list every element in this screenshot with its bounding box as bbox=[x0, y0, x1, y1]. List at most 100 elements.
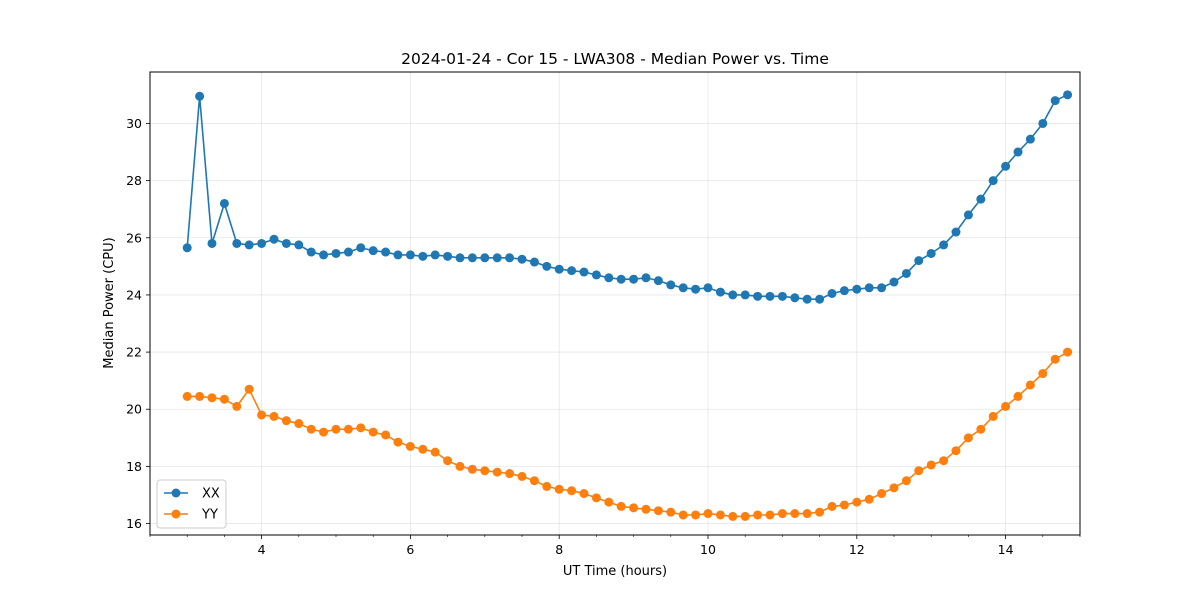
series-xx-point bbox=[244, 240, 254, 250]
series-yy-point bbox=[455, 461, 465, 471]
series-xx-point bbox=[517, 254, 527, 264]
series-yy-point bbox=[505, 469, 515, 479]
x-tick-label: 4 bbox=[258, 542, 266, 557]
series-yy-point bbox=[641, 504, 651, 514]
series-xx-point bbox=[666, 280, 676, 290]
series-xx-point bbox=[877, 283, 887, 293]
series-xx-point bbox=[195, 91, 205, 101]
series-yy-point bbox=[988, 411, 998, 421]
series-yy-point bbox=[381, 430, 391, 440]
series-yy-point bbox=[889, 483, 899, 493]
series-xx-point bbox=[1013, 147, 1023, 157]
series-xx-point bbox=[505, 253, 515, 263]
series-xx-point bbox=[455, 253, 465, 263]
series-xx-point bbox=[492, 253, 502, 263]
series-yy-point bbox=[356, 423, 366, 433]
series-yy-point bbox=[815, 507, 825, 517]
series-yy-point bbox=[976, 424, 986, 434]
series-xx-point bbox=[480, 253, 490, 263]
series-yy-point bbox=[1025, 380, 1035, 390]
series-xx-point bbox=[802, 294, 812, 304]
series-xx-point bbox=[182, 243, 192, 253]
series-yy-line bbox=[187, 351, 1068, 518]
series-yy-point bbox=[1038, 369, 1048, 379]
series-yy-point bbox=[728, 511, 738, 521]
series-xx-point bbox=[430, 250, 440, 260]
series-xx-point bbox=[889, 277, 899, 287]
series-yy-point bbox=[1050, 354, 1060, 364]
series-xx-point bbox=[443, 251, 453, 261]
series-yy-point bbox=[306, 424, 316, 434]
series-xx-point bbox=[232, 238, 242, 248]
series-yy-point bbox=[567, 486, 577, 496]
y-axis-ticks: 16 18 20 22 24 26 28 30 bbox=[126, 116, 150, 531]
series-yy-point bbox=[368, 427, 378, 437]
series-xx-point bbox=[579, 267, 589, 277]
series-yy-point bbox=[257, 410, 267, 420]
series-xx-point bbox=[728, 290, 738, 300]
series-yy-point bbox=[492, 467, 502, 477]
series-xx-point bbox=[1001, 161, 1011, 171]
series-xx-point bbox=[604, 273, 614, 283]
series-xx-point bbox=[827, 289, 837, 298]
series-xx-point bbox=[591, 270, 601, 280]
series-yy-point bbox=[195, 391, 205, 401]
series-xx-point bbox=[1050, 96, 1060, 106]
series-xx-point bbox=[418, 251, 428, 261]
series-yy-point bbox=[765, 510, 775, 520]
series-yy-point bbox=[877, 489, 887, 499]
series-xx-point bbox=[715, 287, 725, 297]
series-yy-point bbox=[1001, 401, 1011, 411]
series-yy-point bbox=[703, 509, 713, 519]
legend-xx-label: XX bbox=[202, 487, 220, 502]
series-yy-point bbox=[517, 471, 527, 481]
x-tick-label: 6 bbox=[406, 542, 414, 557]
chart-title: 2024-01-24 - Cor 15 - LWA308 - Median Po… bbox=[401, 50, 829, 68]
series-yy-point bbox=[418, 444, 428, 454]
series-yy-point bbox=[430, 447, 440, 457]
series-yy-point bbox=[839, 500, 849, 510]
series-yy-point bbox=[740, 511, 750, 521]
series-yy-point bbox=[1063, 347, 1073, 357]
series-xx-point bbox=[777, 291, 787, 301]
series-xx-point bbox=[1063, 90, 1073, 100]
series-xx-point bbox=[467, 253, 477, 263]
series-xx-point bbox=[901, 268, 911, 278]
series-xx-point bbox=[219, 198, 229, 208]
series-yy-point bbox=[914, 466, 924, 476]
series-xx-point bbox=[815, 294, 825, 304]
series-xx-point bbox=[529, 257, 539, 267]
series-xx-point bbox=[405, 250, 415, 260]
series-yy-point bbox=[715, 510, 725, 520]
series-xx-point bbox=[753, 291, 763, 301]
series-xx-point bbox=[567, 266, 577, 276]
series-xx-point bbox=[368, 246, 378, 256]
y-tick-label: 22 bbox=[126, 345, 142, 360]
series-yy-point bbox=[678, 510, 688, 520]
series-yy-point bbox=[901, 476, 911, 486]
series-xx-point bbox=[281, 238, 291, 248]
x-tick-label: 14 bbox=[998, 542, 1014, 557]
series-xx-point bbox=[963, 210, 973, 220]
grid-layer bbox=[150, 72, 1080, 535]
series-yy-point bbox=[542, 481, 552, 491]
x-tick-label: 10 bbox=[700, 542, 716, 557]
series-yy-point bbox=[343, 424, 353, 434]
y-tick-label: 28 bbox=[126, 173, 142, 188]
series-xx-point bbox=[319, 250, 329, 260]
y-tick-label: 24 bbox=[126, 287, 142, 302]
plot-frame bbox=[149, 71, 1081, 536]
series-yy-point bbox=[802, 509, 812, 519]
series-yy-point bbox=[393, 437, 403, 447]
series-yy-point bbox=[939, 456, 949, 466]
series-xx-point bbox=[678, 283, 688, 293]
series-xx-point bbox=[207, 238, 217, 248]
legend-yy-label: YY bbox=[201, 508, 218, 523]
series-xx-point bbox=[864, 283, 874, 293]
series-xx-point bbox=[703, 283, 713, 293]
series-yy-point bbox=[443, 456, 453, 466]
series-yy-point bbox=[653, 506, 663, 516]
series-xx-point bbox=[939, 240, 949, 250]
series-yy-point bbox=[207, 393, 217, 403]
